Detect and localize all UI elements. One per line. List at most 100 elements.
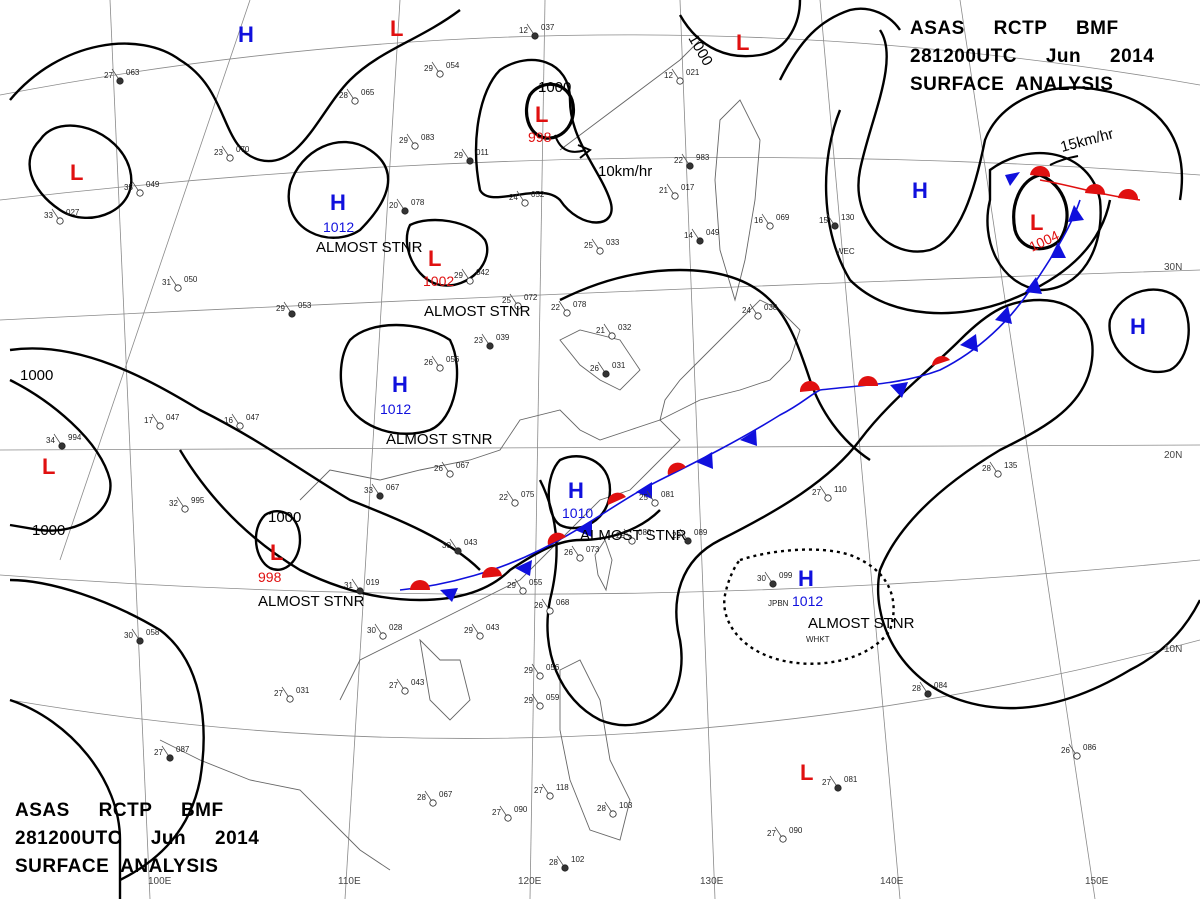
station-temp: 27 xyxy=(812,488,821,497)
station-temp: 28 xyxy=(597,804,606,813)
cloud-cover-icon xyxy=(608,332,616,340)
cold-mark xyxy=(515,560,532,576)
parallel-40n xyxy=(0,34,1200,96)
isobar-label: 1000 xyxy=(20,367,53,384)
lon-label: 150E xyxy=(1085,876,1109,887)
station-pressure: 039 xyxy=(496,333,510,342)
warm-mark xyxy=(932,356,950,366)
station-plot: 25 033 xyxy=(584,238,620,255)
cloud-cover-icon xyxy=(596,247,604,255)
station-temp: 30 xyxy=(367,626,376,635)
station-plot: 29 056 xyxy=(524,663,560,680)
cloud-cover-icon xyxy=(563,309,571,317)
station-plot: 17 047 xyxy=(144,413,180,430)
cloud-cover-icon xyxy=(476,632,484,640)
station-plot: 29 083 xyxy=(399,133,435,150)
pressure-value: 998 xyxy=(258,569,282,585)
meridian-130e xyxy=(679,0,716,899)
station-plot: 22 983 xyxy=(674,153,710,170)
cloud-cover-icon xyxy=(166,754,174,762)
high-symbol: H xyxy=(330,190,346,215)
station-pressure: 130 xyxy=(841,213,855,222)
high-symbol: H xyxy=(238,22,254,47)
cloud-cover-icon xyxy=(174,284,182,292)
isobar-l-998-inner xyxy=(524,82,575,140)
station-temp: 29 xyxy=(454,151,463,160)
station-plot: 33 067 xyxy=(364,483,400,500)
station-plot: 29 011 xyxy=(454,148,489,165)
station-plot: 26 068 xyxy=(534,598,570,615)
station-plot: 35 049 xyxy=(124,180,160,197)
station-temp: 22 xyxy=(674,156,683,165)
station-plot: 23 070 xyxy=(214,145,250,162)
korea-coast xyxy=(559,329,641,391)
low-symbol: L xyxy=(42,454,55,479)
cloud-cover-icon xyxy=(766,222,774,230)
station-temp: 28 xyxy=(982,464,991,473)
station-temp: 28 xyxy=(912,684,921,693)
isobar-l-1002 xyxy=(405,218,489,287)
station-pressure: 065 xyxy=(361,88,375,97)
station-plot: 27 043 xyxy=(389,678,425,695)
station-pressure: 089 xyxy=(694,528,708,537)
cloud-cover-icon xyxy=(58,442,66,450)
meridian-100e xyxy=(109,0,151,899)
station-plot: 30 058 xyxy=(124,628,160,645)
isobar-ne-2 xyxy=(824,109,1112,315)
isobar-h-1012-north xyxy=(287,140,390,239)
cloud-cover-icon xyxy=(379,632,387,640)
cloud-cover-icon xyxy=(136,637,144,645)
title-block-bottom-left: ASAS RCTP BMF 281200UTC Jun 2014 SURFACE… xyxy=(15,800,259,877)
cloud-cover-icon xyxy=(514,302,522,310)
cold-mark xyxy=(636,482,652,499)
station-pressure: 033 xyxy=(606,238,620,247)
station-pressure: 011 xyxy=(476,148,489,157)
taiwan-coast xyxy=(594,538,613,592)
station-pressure: 043 xyxy=(486,623,500,632)
station-temp: 26 xyxy=(534,601,543,610)
cloud-cover-icon xyxy=(226,154,234,162)
station-temp: 21 xyxy=(659,186,668,195)
station-pressure: 072 xyxy=(524,293,538,302)
station-temp: 16 xyxy=(754,216,763,225)
cloud-cover-icon xyxy=(401,687,409,695)
cold-mark xyxy=(1005,172,1020,186)
isobar-central-1 xyxy=(559,268,871,461)
cloud-cover-icon xyxy=(602,370,610,378)
cloud-cover-icon xyxy=(561,864,569,872)
station-plot: 29 089 xyxy=(672,528,708,545)
station-plot: 27 031 xyxy=(274,686,310,703)
lon-label: 120E xyxy=(518,876,542,887)
station-pressure: 047 xyxy=(166,413,180,422)
station-pressure: 083 xyxy=(421,133,435,142)
station-plot: 29 042 xyxy=(454,268,490,285)
high-symbol: H xyxy=(1130,314,1146,339)
lon-label: 140E xyxy=(880,876,904,887)
high-symbol: H xyxy=(798,566,814,591)
isobar-sw-1 xyxy=(9,347,481,571)
station-pressure: 049 xyxy=(146,180,160,189)
arrow-icon xyxy=(1049,155,1079,166)
warm-mark xyxy=(481,566,502,578)
lat-label: 20N xyxy=(1164,450,1182,461)
cloud-cover-icon xyxy=(754,312,762,320)
isobar-h-1012-south xyxy=(723,548,895,665)
cloud-cover-icon xyxy=(156,422,164,430)
pressure-value: 1012 xyxy=(323,219,354,235)
isobar-sw-1000 xyxy=(9,378,112,532)
cold-mark xyxy=(890,382,908,398)
station-plot: 27 063 xyxy=(104,68,140,85)
station-plot: 21 032 xyxy=(596,323,632,340)
station-pressure: 027 xyxy=(66,208,80,217)
warm-front-marks xyxy=(410,165,1139,590)
isobar-south-2 xyxy=(178,449,661,602)
station-temp: 30 xyxy=(124,631,133,640)
station-temp: 31 xyxy=(344,581,353,590)
station-temp: 28 xyxy=(549,858,558,867)
warm-mark xyxy=(858,376,878,386)
cloud-cover-icon xyxy=(466,277,474,285)
cloud-cover-icon xyxy=(676,77,684,85)
station-plot: 26 067 xyxy=(434,461,470,478)
